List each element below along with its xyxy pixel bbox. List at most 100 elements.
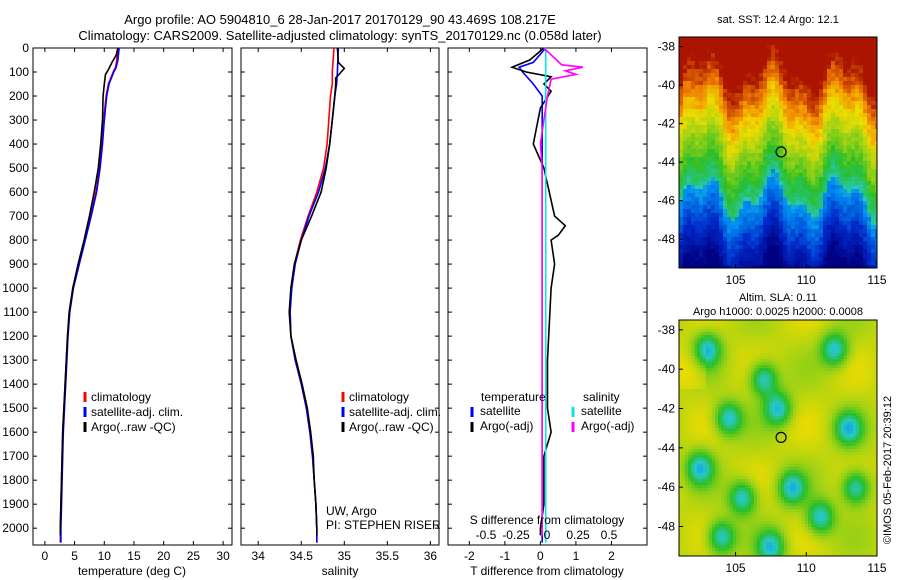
heatmap-cell	[739, 81, 744, 86]
heatmap-cell	[871, 350, 875, 354]
heatmap-cell	[796, 395, 800, 399]
heatmap-cell	[703, 253, 708, 258]
heatmap-cell	[727, 374, 731, 378]
heatmap-cell	[695, 41, 700, 46]
heatmap-cell	[831, 253, 836, 258]
heatmap-cell	[819, 53, 824, 58]
heatmap-cell	[759, 117, 764, 122]
heatmap-cell	[724, 380, 728, 384]
heatmap-cell	[711, 109, 716, 114]
heatmap-cell	[823, 356, 827, 360]
heatmap-cell	[835, 398, 839, 402]
heatmap-cell	[850, 398, 854, 402]
heatmap-cell	[711, 241, 716, 246]
heatmap-cell	[731, 141, 736, 146]
heatmap-cell	[719, 61, 724, 66]
heatmap-cell	[779, 101, 784, 106]
heatmap-cell	[679, 109, 684, 114]
heatmap-cell	[771, 65, 776, 70]
heatmap-cell	[839, 53, 844, 58]
heatmap-cell	[775, 193, 780, 198]
heatmap-cell	[755, 157, 760, 162]
heatmap-cell	[687, 157, 692, 162]
heatmap-cell	[779, 161, 784, 166]
heatmap-cell	[721, 329, 725, 333]
heatmap-cell	[851, 149, 856, 154]
heatmap-cell	[815, 237, 820, 242]
heatmap-cell	[811, 217, 816, 222]
heatmap-cell	[772, 350, 776, 354]
heatmap-cell	[747, 125, 752, 130]
heatmap-cell	[855, 229, 860, 234]
heatmap-cell	[867, 237, 872, 242]
heatmap-cell	[784, 335, 788, 339]
heatmap-cell	[799, 121, 804, 126]
heatmap-cell	[795, 185, 800, 190]
heatmap-cell	[865, 320, 869, 324]
heatmap-cell	[790, 392, 794, 396]
s-tick-label: -0.25	[502, 528, 530, 542]
heatmap-cell	[859, 356, 863, 360]
heatmap-cell	[694, 371, 698, 375]
heatmap-cell	[823, 193, 828, 198]
heatmap-cell	[835, 249, 840, 254]
heatmap-cell	[723, 193, 728, 198]
heatmap-cell	[784, 389, 788, 393]
heatmap-cell	[874, 374, 877, 378]
heatmap-cell	[727, 149, 732, 154]
heatmap-cell	[730, 359, 734, 363]
heatmap-cell	[815, 201, 820, 206]
heatmap-cell	[775, 189, 780, 194]
heatmap-cell	[697, 368, 701, 372]
heatmap-cell	[811, 265, 816, 268]
heatmap-cell	[691, 37, 696, 42]
heatmap-cell	[874, 344, 877, 348]
heatmap-cell	[703, 365, 707, 369]
heatmap-cell	[795, 149, 800, 154]
heatmap-cell	[699, 257, 704, 262]
heatmap-cell	[819, 113, 824, 118]
heatmap-cell	[847, 109, 852, 114]
heatmap-cell	[783, 97, 788, 102]
heatmap-cell	[679, 241, 684, 246]
heatmap-cell	[743, 65, 748, 70]
heatmap-cell	[781, 344, 785, 348]
heatmap-cell	[731, 221, 736, 226]
heatmap-cell	[739, 145, 744, 150]
heatmap-cell	[783, 141, 788, 146]
heatmap-cell	[748, 368, 752, 372]
heatmap-cell	[823, 153, 828, 158]
heatmap-cell	[727, 350, 731, 354]
heatmap-cell	[855, 69, 860, 74]
heatmap-cell	[811, 320, 815, 324]
heatmap-cell	[787, 241, 792, 246]
heatmap-cell	[724, 320, 728, 324]
heatmap-cell	[791, 209, 796, 214]
heatmap-cell	[867, 185, 872, 190]
heatmap-cell	[832, 362, 836, 366]
heatmap-cell	[775, 205, 780, 210]
heatmap-cell	[863, 121, 868, 126]
heatmap-cell	[739, 217, 744, 222]
heatmap-cell	[796, 389, 800, 393]
heatmap-cell	[718, 338, 722, 342]
heatmap-cell	[727, 141, 732, 146]
heatmap-cell	[827, 117, 832, 122]
heatmap-cell	[803, 77, 808, 82]
heatmap-cell	[715, 344, 719, 348]
heatmap-cell	[808, 377, 812, 381]
heatmap-cell	[853, 392, 857, 396]
heatmap-cell	[803, 89, 808, 94]
heatmap-cell	[767, 225, 772, 230]
heatmap-cell	[739, 213, 744, 218]
heatmap-cell	[703, 77, 708, 82]
heatmap-cell	[745, 359, 749, 363]
heatmap-cell	[871, 201, 876, 206]
heatmap-cell	[683, 153, 688, 158]
heatmap-cell	[707, 233, 712, 238]
heatmap-cell	[784, 338, 788, 342]
heatmap-cell	[795, 93, 800, 98]
heatmap-cell	[743, 165, 748, 170]
heatmap-cell	[867, 241, 872, 246]
heatmap-cell	[841, 359, 845, 363]
